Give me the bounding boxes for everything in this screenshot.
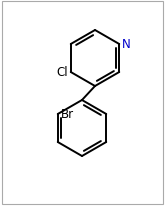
Text: Br: Br xyxy=(61,108,74,121)
Text: N: N xyxy=(122,38,131,51)
Text: Cl: Cl xyxy=(56,66,68,79)
